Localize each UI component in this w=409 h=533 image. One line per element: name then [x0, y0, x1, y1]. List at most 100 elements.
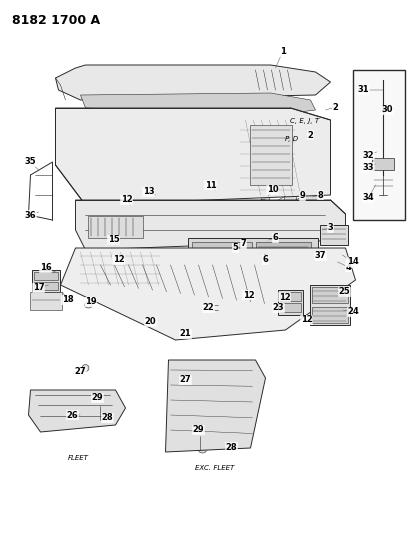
Bar	[32, 270, 61, 292]
Text: 32: 32	[362, 150, 373, 159]
Text: 33: 33	[362, 163, 373, 172]
Bar	[278, 290, 303, 315]
Ellipse shape	[163, 130, 207, 166]
Text: 13: 13	[142, 188, 154, 197]
Ellipse shape	[380, 80, 384, 84]
Bar	[372, 158, 393, 170]
FancyBboxPatch shape	[370, 174, 396, 194]
Text: 6: 6	[262, 255, 268, 264]
Text: 9: 9	[299, 191, 305, 200]
Bar	[280, 292, 301, 301]
Bar	[312, 307, 348, 323]
Text: 23: 23	[272, 303, 283, 312]
Bar	[34, 282, 58, 290]
Ellipse shape	[97, 397, 103, 403]
FancyBboxPatch shape	[304, 191, 320, 201]
Text: C, E, J, T: C, E, J, T	[290, 118, 319, 124]
Text: P, D: P, D	[285, 136, 298, 142]
Ellipse shape	[212, 247, 220, 255]
Text: 37: 37	[314, 252, 326, 261]
Ellipse shape	[94, 128, 146, 168]
Polygon shape	[61, 248, 355, 340]
Text: 35: 35	[25, 157, 36, 166]
Text: 2: 2	[307, 131, 312, 140]
Bar	[256, 242, 311, 276]
Bar	[312, 287, 348, 303]
Bar	[34, 272, 58, 280]
Ellipse shape	[170, 136, 200, 160]
Text: 16: 16	[40, 263, 51, 272]
Ellipse shape	[226, 247, 234, 255]
Ellipse shape	[84, 302, 92, 308]
Text: 22: 22	[202, 303, 214, 312]
Bar	[188, 238, 318, 280]
Text: 18: 18	[61, 295, 73, 304]
Bar	[250, 125, 292, 185]
Text: 26: 26	[66, 410, 78, 419]
Text: 12: 12	[300, 316, 312, 325]
FancyBboxPatch shape	[284, 192, 296, 201]
Ellipse shape	[378, 160, 388, 167]
Text: 6: 6	[272, 233, 278, 243]
Text: 15: 15	[107, 236, 119, 245]
Polygon shape	[29, 390, 125, 432]
Polygon shape	[55, 108, 330, 205]
Bar	[280, 303, 301, 312]
Text: 20: 20	[144, 318, 156, 327]
Text: 36: 36	[25, 211, 36, 220]
Text: 10: 10	[266, 185, 278, 195]
Text: 21: 21	[179, 329, 191, 338]
Text: 31: 31	[357, 85, 369, 94]
Text: 34: 34	[362, 193, 373, 203]
Text: 8: 8	[317, 190, 323, 199]
Text: 29: 29	[192, 425, 204, 434]
Ellipse shape	[380, 76, 385, 80]
Bar	[310, 285, 350, 325]
Bar	[88, 216, 143, 238]
Bar	[192, 242, 252, 276]
Text: 12: 12	[278, 293, 290, 302]
Ellipse shape	[240, 247, 248, 255]
Text: 8182 1700 A: 8182 1700 A	[12, 14, 100, 27]
Bar	[353, 70, 405, 220]
Text: 14: 14	[346, 257, 357, 266]
Ellipse shape	[102, 134, 138, 162]
Ellipse shape	[198, 447, 206, 453]
Text: 24: 24	[347, 308, 359, 317]
Text: 27: 27	[179, 376, 191, 384]
Ellipse shape	[261, 196, 269, 202]
Text: FLEET: FLEET	[67, 455, 88, 461]
Ellipse shape	[110, 240, 120, 248]
Ellipse shape	[109, 140, 131, 157]
Text: 12: 12	[120, 196, 132, 205]
Ellipse shape	[198, 247, 206, 255]
Text: 7: 7	[240, 239, 246, 248]
Text: 30: 30	[381, 106, 392, 115]
Text: 3: 3	[327, 223, 333, 232]
Text: 2: 2	[332, 102, 337, 111]
Ellipse shape	[104, 419, 110, 424]
Text: 27: 27	[74, 367, 86, 376]
Text: 5: 5	[232, 244, 238, 253]
Text: 11: 11	[204, 181, 216, 190]
Polygon shape	[75, 200, 345, 250]
Bar	[320, 225, 348, 245]
Text: EXC. FLEET: EXC. FLEET	[195, 465, 234, 471]
Text: 19: 19	[85, 297, 96, 306]
Text: 12: 12	[112, 255, 124, 264]
Polygon shape	[55, 65, 330, 100]
Text: 17: 17	[33, 284, 44, 293]
Text: 28: 28	[225, 442, 237, 451]
Ellipse shape	[379, 149, 387, 155]
Text: 1: 1	[279, 47, 285, 56]
Ellipse shape	[82, 365, 89, 372]
Ellipse shape	[197, 427, 203, 433]
Text: 28: 28	[101, 414, 113, 423]
Text: 25: 25	[338, 287, 350, 296]
Text: 29: 29	[92, 393, 103, 402]
Polygon shape	[165, 360, 265, 452]
Ellipse shape	[207, 303, 217, 311]
Bar	[30, 292, 62, 310]
Polygon shape	[80, 93, 315, 115]
Text: 4: 4	[345, 262, 351, 271]
